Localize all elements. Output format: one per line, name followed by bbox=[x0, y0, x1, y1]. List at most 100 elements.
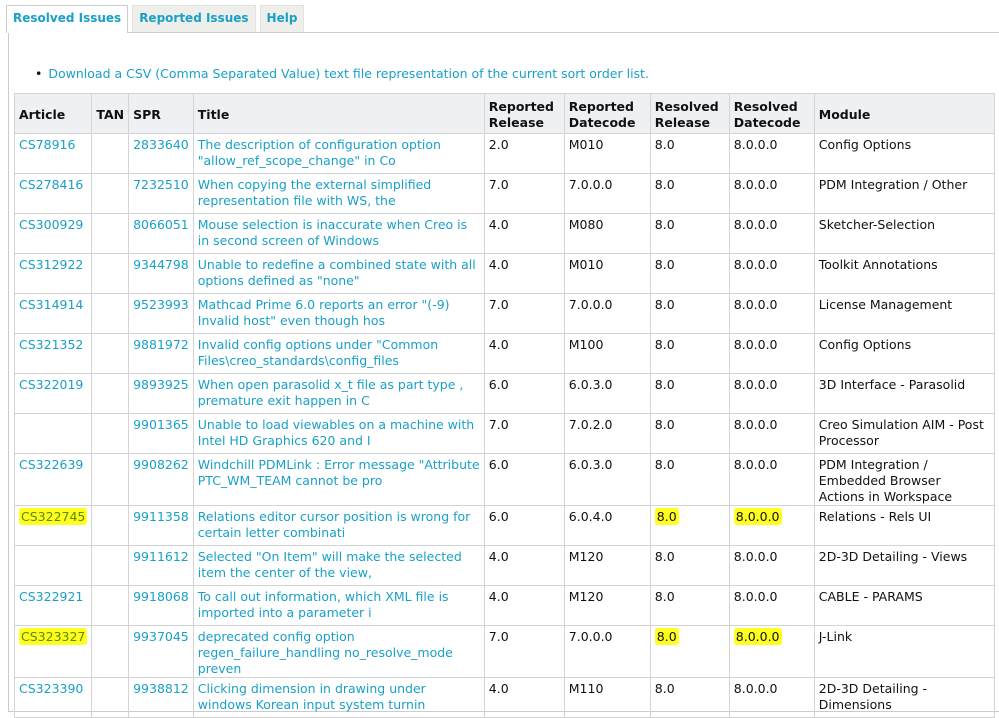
spr-link[interactable]: 8066051 bbox=[133, 217, 189, 232]
cell-rep-dc: 6.0.3.0 bbox=[563, 453, 651, 506]
title-link[interactable]: Windchill PDMLink : Error message "Attri… bbox=[197, 457, 480, 488]
res_rel-value: 8.0 bbox=[654, 177, 675, 192]
rep_dc-value: M010 bbox=[568, 257, 604, 272]
spr-link[interactable]: 9911612 bbox=[133, 549, 189, 564]
column-header[interactable]: TAN bbox=[91, 93, 130, 134]
tab-reported-issues[interactable]: Reported Issues bbox=[132, 5, 256, 32]
cell-res-rel: 8.0 bbox=[649, 253, 730, 294]
cell-rep-rel: 6.0 bbox=[483, 373, 565, 414]
spr-link[interactable]: 9938812 bbox=[133, 681, 189, 696]
cell-spr: 7232510 bbox=[128, 173, 194, 214]
title-link[interactable]: When copying the external simplified rep… bbox=[197, 177, 432, 208]
table-row: CS78916 2833640 The description of configu… bbox=[13, 133, 996, 174]
tab-resolved-issues[interactable]: Resolved Issues bbox=[6, 5, 129, 33]
res_dc-value: 8.0.0.0 bbox=[733, 137, 778, 152]
table-row: CS278416 7232510 When copying the external… bbox=[13, 173, 996, 214]
cell-res-rel: 8.0 bbox=[649, 173, 730, 214]
spr-link[interactable]: 9893925 bbox=[133, 377, 189, 392]
cell-res-rel: 8.0 bbox=[649, 453, 730, 506]
cell-title: Selected "On Item" will make the selecte… bbox=[192, 545, 485, 586]
article-link[interactable]: CS322921 bbox=[19, 589, 84, 604]
module-value: J-Link bbox=[818, 629, 853, 644]
cell-article: CS322921 bbox=[13, 585, 93, 626]
article-link[interactable]: CS322745 bbox=[19, 508, 88, 525]
cell-res-rel: 8.0 bbox=[649, 213, 730, 254]
rep_rel-value: 6.0 bbox=[488, 509, 509, 524]
cell-title: Mouse selection is inaccurate when Creo … bbox=[192, 213, 485, 254]
spr-link[interactable]: 9908262 bbox=[133, 457, 189, 472]
title-link[interactable]: Mathcad Prime 6.0 reports an error "(-9)… bbox=[197, 297, 450, 328]
column-header[interactable]: Resolved Release bbox=[649, 93, 730, 134]
title-link[interactable]: deprecated config option regen_failure_h… bbox=[197, 629, 453, 676]
cell-res-rel: 8.0 bbox=[649, 505, 730, 546]
title-link[interactable]: Unable to redefine a combined state with… bbox=[197, 257, 476, 288]
cell-tan bbox=[91, 585, 130, 626]
article-link[interactable]: CS323390 bbox=[19, 681, 84, 696]
cell-res-dc: 8.0.0.0 bbox=[728, 293, 815, 334]
article-link[interactable]: CS323327 bbox=[19, 628, 88, 645]
download-csv-link[interactable]: Download a CSV (Comma Separated Value) t… bbox=[35, 66, 649, 81]
column-header[interactable]: Title bbox=[192, 93, 485, 134]
tab-help[interactable]: Help bbox=[259, 5, 305, 32]
article-link[interactable]: CS322019 bbox=[19, 377, 84, 392]
cell-res-dc: 8.0.0.0 bbox=[728, 333, 815, 374]
cell-module: Config Options bbox=[813, 333, 996, 374]
cell-article: CS312922 bbox=[13, 253, 93, 294]
cell-rep-dc: M010 bbox=[563, 133, 651, 174]
title-link[interactable]: Invalid config options under "Common Fil… bbox=[197, 337, 439, 368]
spr-link[interactable]: 9901365 bbox=[133, 417, 189, 432]
column-header[interactable]: Article bbox=[13, 93, 93, 134]
article-link[interactable]: CS78916 bbox=[19, 137, 76, 152]
article-link[interactable]: CS322639 bbox=[19, 457, 84, 472]
cell-spr: 9344798 bbox=[128, 253, 194, 294]
cell-rep-dc: 6.0.3.0 bbox=[563, 373, 651, 414]
rep_rel-value: 4.0 bbox=[488, 549, 509, 564]
article-link[interactable]: CS314914 bbox=[19, 297, 84, 312]
spr-link[interactable]: 7232510 bbox=[133, 177, 189, 192]
spr-link[interactable]: 9937045 bbox=[133, 629, 189, 644]
res_rel-value: 8.0 bbox=[654, 628, 679, 645]
cell-title: Mathcad Prime 6.0 reports an error "(-9)… bbox=[192, 293, 485, 334]
module-value: 3D Interface - Parasolid bbox=[818, 377, 966, 392]
cell-title: Relations editor cursor position is wron… bbox=[192, 505, 485, 546]
column-header[interactable]: Module bbox=[813, 93, 996, 134]
cell-rep-rel: 4.0 bbox=[483, 333, 565, 374]
title-link[interactable]: Selected "On Item" will make the selecte… bbox=[197, 549, 462, 580]
article-link[interactable]: CS300929 bbox=[19, 217, 84, 232]
title-link[interactable]: Unable to load viewables on a machine wi… bbox=[197, 417, 475, 448]
cell-res-dc: 8.0.0.0 bbox=[728, 453, 815, 506]
spr-link[interactable]: 9918068 bbox=[133, 589, 189, 604]
cell-res-rel: 8.0 bbox=[649, 413, 730, 454]
column-header[interactable]: Reported Release bbox=[483, 93, 565, 134]
cell-tan bbox=[91, 253, 130, 294]
spr-link[interactable]: 9881972 bbox=[133, 337, 189, 352]
spr-link[interactable]: 9523993 bbox=[133, 297, 189, 312]
cell-rep-rel: 4.0 bbox=[483, 545, 565, 586]
module-value: Creo Simulation AIM - Post Processor bbox=[818, 417, 984, 448]
cell-rep-dc: 7.0.0.0 bbox=[563, 293, 651, 334]
article-link[interactable]: CS312922 bbox=[19, 257, 84, 272]
cell-tan bbox=[91, 293, 130, 334]
title-link[interactable]: To call out information, which XML file … bbox=[197, 589, 449, 620]
article-link[interactable]: CS321352 bbox=[19, 337, 84, 352]
title-link[interactable]: Relations editor cursor position is wron… bbox=[197, 509, 471, 540]
title-link[interactable]: When open parasolid x_t file as part typ… bbox=[197, 377, 464, 408]
title-link[interactable]: Mouse selection is inaccurate when Creo … bbox=[197, 217, 468, 248]
table-row: CS322921 9918068 To call out information, … bbox=[13, 585, 996, 626]
title-link[interactable]: The description of configuration option … bbox=[197, 137, 441, 168]
cell-tan bbox=[91, 373, 130, 414]
article-link[interactable]: CS278416 bbox=[19, 177, 84, 192]
spr-link[interactable]: 9344798 bbox=[133, 257, 189, 272]
column-header[interactable]: Resolved Datecode bbox=[728, 93, 815, 134]
cell-title: To call out information, which XML file … bbox=[192, 585, 485, 626]
spr-link[interactable]: 2833640 bbox=[133, 137, 189, 152]
cell-rep-rel: 4.0 bbox=[483, 585, 565, 626]
cell-tan bbox=[91, 333, 130, 374]
spr-link[interactable]: 9911358 bbox=[133, 509, 189, 524]
cell-res-dc: 8.0.0.0 bbox=[728, 413, 815, 454]
cell-title: Unable to redefine a combined state with… bbox=[192, 253, 485, 294]
column-header[interactable]: SPR bbox=[128, 93, 194, 134]
column-header[interactable]: Reported Datecode bbox=[563, 93, 651, 134]
cell-module: CABLE - PARAMS bbox=[813, 585, 996, 626]
cell-spr: 9901365 bbox=[128, 413, 194, 454]
